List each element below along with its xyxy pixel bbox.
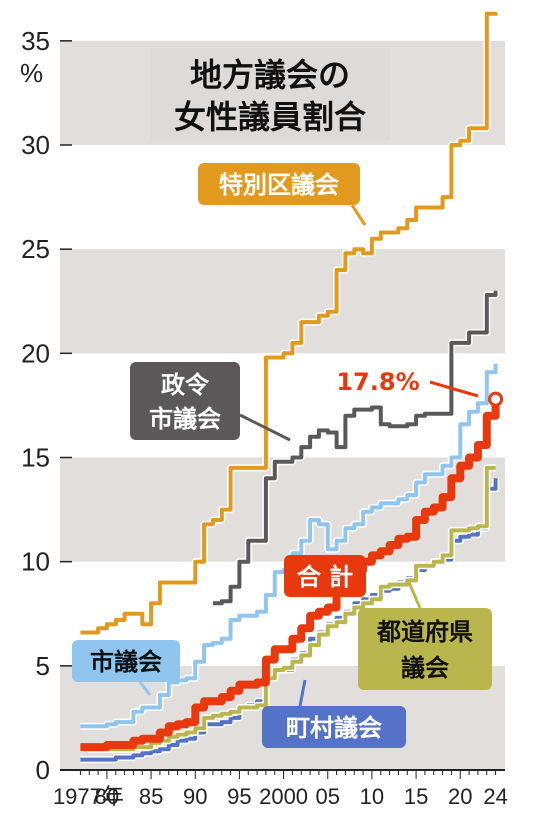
label-tokubetsu-text: 特別区議会 xyxy=(219,171,339,199)
label-tokubetsu: 特別区議会 xyxy=(198,163,367,226)
x-tick-label: 24 xyxy=(483,784,507,809)
x-tick-label: 2000 xyxy=(259,784,308,809)
x-tick-label: 10 xyxy=(360,784,384,809)
label-total: 合 計 17.8% xyxy=(284,368,479,597)
y-tick-label: 10 xyxy=(21,547,50,577)
label-seirei: 政令 市議会 xyxy=(130,362,291,442)
label-chouson-text: 町村議会 xyxy=(286,714,382,742)
x-tick-label: 15 xyxy=(404,784,428,809)
total-end-marker xyxy=(488,391,504,407)
x-tick-label: 90 xyxy=(183,784,207,809)
y-tick-label: 30 xyxy=(21,130,50,160)
chart-title: 地方議会の 女性議員割合 xyxy=(150,48,390,140)
x-tick-label: 05 xyxy=(316,784,340,809)
x-tick-label: 20 xyxy=(448,784,472,809)
y-tick-label: 25 xyxy=(21,234,50,264)
x-tick-label: 95 xyxy=(227,784,251,809)
title-line-1: 地方議会の xyxy=(190,56,350,94)
series-lines xyxy=(80,10,504,764)
y-tick-label: 5 xyxy=(36,651,50,681)
label-seirei-line1: 政令 xyxy=(161,371,210,399)
series-line-2 xyxy=(80,363,498,729)
label-todofuken: 都道府県 議会 xyxy=(358,579,492,690)
label-total-value: 17.8% xyxy=(336,368,419,396)
label-chouson: 町村議会 xyxy=(262,679,406,748)
label-todofuken-line1: 都道府県 xyxy=(376,618,473,646)
label-shi-text: 市議会 xyxy=(90,648,162,676)
series-line-0 xyxy=(80,11,498,635)
label-shi: 市議会 xyxy=(72,640,180,696)
y-tick-label: 15 xyxy=(21,443,50,473)
y-axis-unit: % xyxy=(20,58,43,88)
label-seirei-line2: 市議会 xyxy=(149,405,221,433)
label-total-text: 合 計 xyxy=(297,563,353,591)
x-tick-label: 1977年 xyxy=(53,784,124,809)
title-line-2: 女性議員割合 xyxy=(174,98,366,136)
y-tick-label: 20 xyxy=(21,338,50,368)
x-tick-label: 85 xyxy=(139,784,163,809)
band-2 xyxy=(60,249,505,354)
series-line-3 xyxy=(80,399,500,752)
y-tick-label: 35 xyxy=(21,26,50,56)
label-todofuken-line2: 議会 xyxy=(401,654,449,682)
y-tick-label: 0 xyxy=(36,755,50,785)
x-tick-label: 80 xyxy=(95,784,119,809)
